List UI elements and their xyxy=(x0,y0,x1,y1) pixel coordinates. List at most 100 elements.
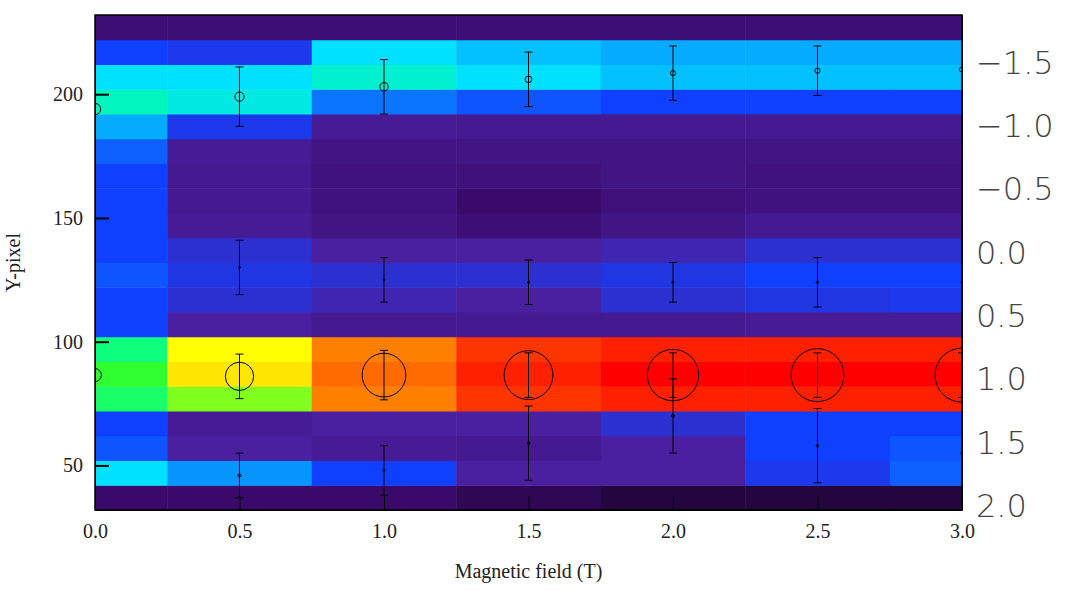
error-cap xyxy=(236,126,244,127)
heatmap-cell xyxy=(456,15,601,40)
heatmap-cell xyxy=(745,188,890,213)
error-cap xyxy=(814,482,822,483)
heatmap-cell xyxy=(601,188,746,213)
heatmap-cell xyxy=(745,15,890,40)
tick-label: 50 xyxy=(63,454,83,476)
error-cap xyxy=(380,445,388,446)
axis-line xyxy=(95,16,96,511)
error-bar xyxy=(384,258,385,303)
tick: 1.0 xyxy=(976,360,1027,398)
tick-label: 2.0 xyxy=(976,487,1027,525)
tick: 0.5 xyxy=(228,496,253,542)
heatmap-cell xyxy=(95,238,168,263)
heatmap-cell xyxy=(456,164,601,189)
error-cap xyxy=(525,406,533,407)
tick-mark xyxy=(95,94,109,96)
plot-area xyxy=(95,15,962,510)
error-bar xyxy=(384,60,385,114)
heatmap-cell xyxy=(890,362,962,387)
error-cap xyxy=(236,66,244,67)
tick-label: 200 xyxy=(53,83,83,105)
heatmap-cell xyxy=(95,436,168,461)
error-cap xyxy=(669,45,677,46)
error-bar xyxy=(239,67,240,126)
heatmap-cell xyxy=(167,312,312,337)
point xyxy=(380,83,388,91)
tick-label: 0.5 xyxy=(976,297,1027,335)
error-cap xyxy=(380,399,388,400)
error-cap xyxy=(236,240,244,241)
point-series xyxy=(236,240,963,307)
heatmap-cell xyxy=(890,263,962,288)
error-bar xyxy=(384,350,385,400)
heatmap-cell xyxy=(601,114,746,139)
point xyxy=(383,279,385,281)
heatmap-cell xyxy=(167,213,312,238)
heatmap-cell xyxy=(95,411,168,436)
error-bar xyxy=(528,52,529,106)
point xyxy=(235,92,244,101)
heatmap-cell xyxy=(167,164,312,189)
point xyxy=(527,281,529,283)
heatmap-cell xyxy=(95,362,168,387)
heatmap-cell xyxy=(167,40,312,65)
x-axis-title: Magnetic field (T) xyxy=(455,560,603,583)
tick-label: 0.0 xyxy=(83,520,108,542)
point-series xyxy=(95,46,962,126)
heatmap-cell xyxy=(95,114,168,139)
error-bar xyxy=(384,446,385,496)
error-cap xyxy=(236,354,244,355)
point xyxy=(525,76,532,83)
point xyxy=(816,444,819,447)
point xyxy=(815,68,820,73)
error-cap xyxy=(814,408,822,409)
error-cap xyxy=(669,378,677,379)
yticks-axis: 50100150200 xyxy=(53,16,109,511)
error-cap xyxy=(525,106,533,107)
tick-label: 2.0 xyxy=(661,520,686,542)
heatmap-cell xyxy=(95,40,168,65)
tick-label: 1.0 xyxy=(372,520,397,542)
point-series xyxy=(95,348,962,402)
heatmap-cell xyxy=(95,263,168,288)
error-bar xyxy=(528,260,529,305)
point xyxy=(816,281,819,284)
error-cap xyxy=(525,260,533,261)
heatmap-cell xyxy=(456,139,601,164)
heatmap-cell xyxy=(95,139,168,164)
tick-label: −0.5 xyxy=(976,170,1054,208)
heatmap-cell xyxy=(95,213,168,238)
tick-mark xyxy=(529,496,530,510)
error-bar xyxy=(673,379,674,453)
tick-label: 0.0 xyxy=(976,234,1027,272)
error-bar xyxy=(528,406,529,480)
heatmap-cell xyxy=(95,164,168,189)
point xyxy=(791,349,844,402)
heatmap-cell xyxy=(95,89,168,114)
error-cap xyxy=(669,302,677,303)
heatmap-cell xyxy=(890,139,962,164)
heatmap-cell xyxy=(890,386,962,411)
error-bar xyxy=(817,409,818,483)
error-cap xyxy=(669,453,677,454)
tick-label: 1.5 xyxy=(976,424,1027,462)
heatmap-cell xyxy=(745,312,890,337)
point xyxy=(671,414,674,417)
plot-frame xyxy=(95,15,962,510)
heatmap-cell xyxy=(601,312,746,337)
heatmap-cell xyxy=(95,15,168,40)
heatmap-cell xyxy=(167,411,312,436)
heatmap-cell xyxy=(456,213,601,238)
point xyxy=(383,469,386,472)
tick-label: −1.5 xyxy=(976,44,1054,82)
heatmap-cell xyxy=(456,114,601,139)
tick: 0.0 xyxy=(976,234,1027,272)
heatmap-cell xyxy=(312,213,457,238)
error-cap xyxy=(236,398,244,399)
heatmap-cell xyxy=(890,114,962,139)
heatmap-cell xyxy=(890,188,962,213)
heatmap-cell xyxy=(95,337,168,362)
heatmap-cell xyxy=(890,65,962,90)
heatmap-cell xyxy=(95,386,168,411)
tick: −1.0 xyxy=(976,107,1054,145)
